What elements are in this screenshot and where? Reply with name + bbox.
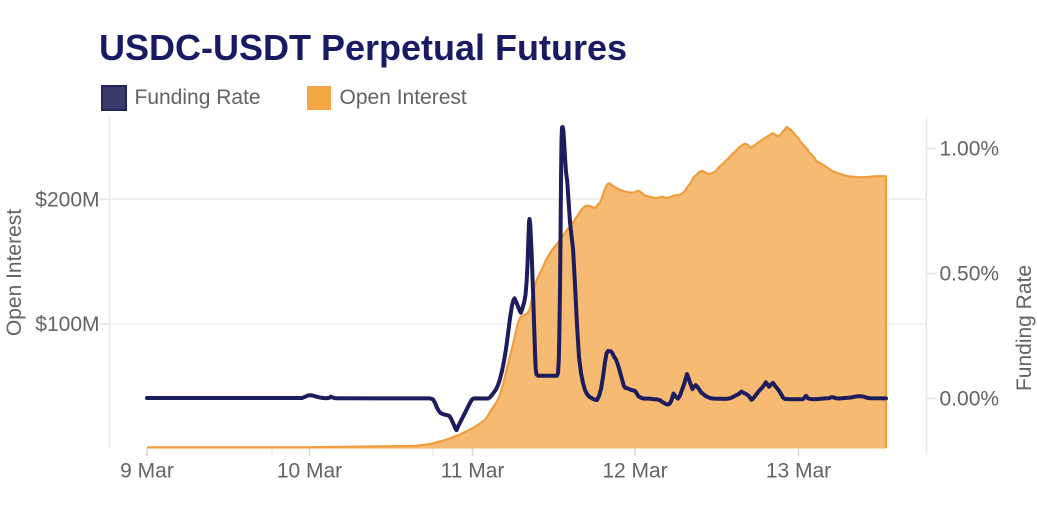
svg-text:12 Mar: 12 Mar	[602, 460, 667, 483]
svg-text:11 Mar: 11 Mar	[441, 460, 505, 483]
svg-text:Open Interest: Open Interest	[340, 86, 467, 109]
svg-text:10 Mar: 10 Mar	[277, 460, 342, 483]
svg-text:$100M: $100M	[35, 313, 99, 336]
svg-text:$200M: $200M	[35, 189, 99, 212]
svg-text:0.00%: 0.00%	[940, 388, 1000, 411]
svg-text:Funding Rate: Funding Rate	[1013, 265, 1036, 391]
svg-text:USDC-USDT Perpetual Futures: USDC-USDT Perpetual Futures	[99, 27, 627, 68]
svg-text:0.50%: 0.50%	[940, 263, 1000, 286]
svg-text:9 Mar: 9 Mar	[120, 460, 174, 483]
svg-text:Open Interest: Open Interest	[3, 209, 26, 336]
svg-text:13 Mar: 13 Mar	[766, 460, 831, 483]
svg-text:Funding Rate: Funding Rate	[135, 86, 261, 109]
svg-text:1.00%: 1.00%	[940, 138, 1000, 161]
